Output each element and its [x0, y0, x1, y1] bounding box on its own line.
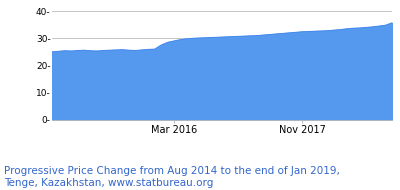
Text: Progressive Price Change from Aug 2014 to the end of Jan 2019,
Tenge, Kazakhstan: Progressive Price Change from Aug 2014 t…: [4, 166, 340, 188]
